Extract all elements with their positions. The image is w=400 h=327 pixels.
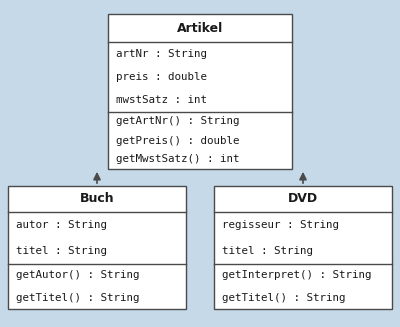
Text: getMwstSatz() : int: getMwstSatz() : int bbox=[116, 154, 240, 164]
Bar bbox=[214, 186, 392, 309]
Text: titel : String: titel : String bbox=[222, 246, 313, 256]
Text: getPreis() : double: getPreis() : double bbox=[116, 135, 240, 146]
Text: artNr : String: artNr : String bbox=[116, 49, 207, 59]
Text: getAutor() : String: getAutor() : String bbox=[16, 270, 140, 280]
Text: preis : double: preis : double bbox=[116, 72, 207, 82]
Text: regisseur : String: regisseur : String bbox=[222, 220, 339, 230]
Text: getTitel() : String: getTitel() : String bbox=[16, 293, 140, 303]
Text: titel : String: titel : String bbox=[16, 246, 107, 256]
Text: getArtNr() : String: getArtNr() : String bbox=[116, 116, 240, 127]
Text: getInterpret() : String: getInterpret() : String bbox=[222, 270, 372, 280]
Bar bbox=[8, 186, 186, 309]
Text: Artikel: Artikel bbox=[177, 22, 223, 35]
Text: autor : String: autor : String bbox=[16, 220, 107, 230]
Text: mwstSatz : int: mwstSatz : int bbox=[116, 95, 207, 105]
Text: DVD: DVD bbox=[288, 193, 318, 205]
Text: Buch: Buch bbox=[80, 193, 114, 205]
Bar bbox=[108, 14, 292, 169]
Text: getTitel() : String: getTitel() : String bbox=[222, 293, 346, 303]
